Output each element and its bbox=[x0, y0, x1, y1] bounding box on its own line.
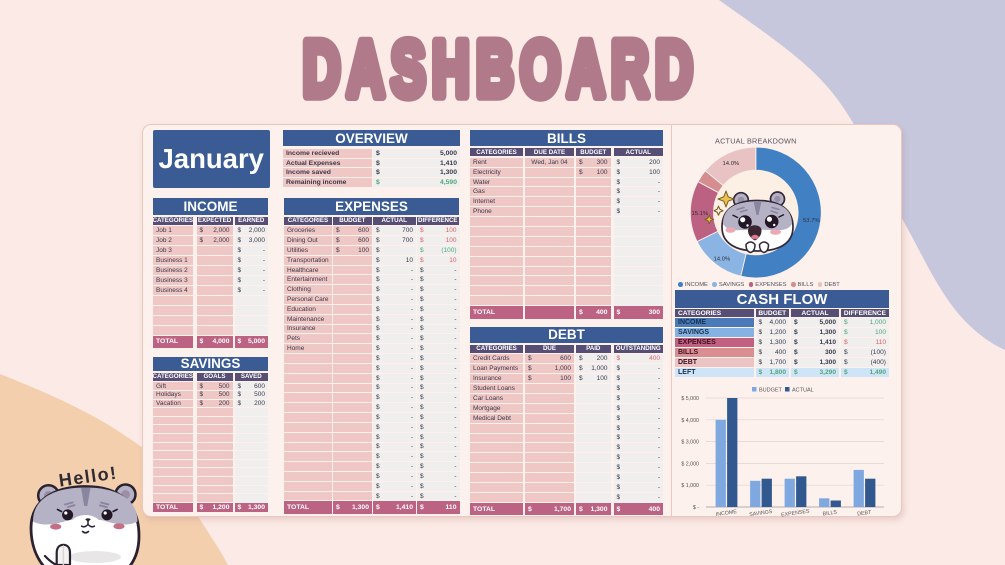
svg-text:ACTUAL BREAKDOWN: ACTUAL BREAKDOWN bbox=[715, 137, 797, 146]
svg-text:$ 2,000: $ 2,000 bbox=[681, 461, 699, 467]
svg-text:BILLS: BILLS bbox=[822, 509, 838, 517]
svg-text:14.0%: 14.0% bbox=[723, 161, 740, 167]
svg-text:$ -: $ - bbox=[693, 505, 699, 511]
svg-text:14.0%: 14.0% bbox=[714, 257, 731, 263]
svg-text:15.1%: 15.1% bbox=[692, 211, 709, 217]
svg-text:$ 5,000: $ 5,000 bbox=[681, 396, 699, 402]
svg-text:INCOME: INCOME bbox=[715, 509, 737, 517]
svg-text:BUDGET: BUDGET bbox=[759, 388, 783, 394]
svg-text:SAVINGS: SAVINGS bbox=[749, 509, 773, 517]
svg-text:EXPENSES: EXPENSES bbox=[781, 508, 811, 517]
svg-text:ACTUAL: ACTUAL bbox=[792, 388, 814, 394]
svg-text:$ 4,000: $ 4,000 bbox=[681, 418, 699, 424]
svg-text:DASHBOARD: DASHBOARD bbox=[303, 25, 699, 112]
svg-text:53.7%: 53.7% bbox=[803, 218, 820, 224]
svg-text:DEBT: DEBT bbox=[857, 509, 873, 517]
svg-text:$ 1,000: $ 1,000 bbox=[681, 483, 699, 489]
svg-text:$ 3,000: $ 3,000 bbox=[681, 440, 699, 446]
